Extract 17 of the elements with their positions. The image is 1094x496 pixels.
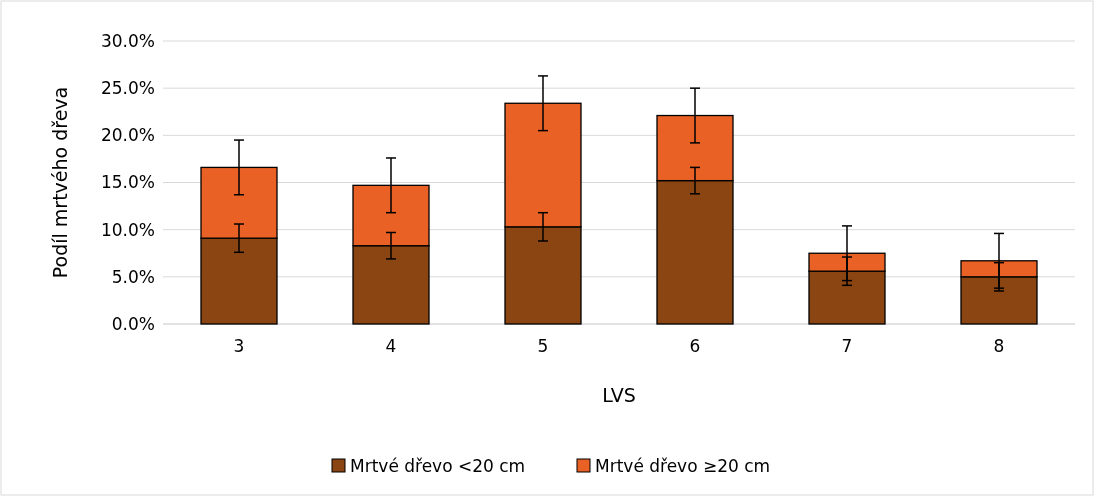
y-tick-label: 15.0% bbox=[100, 172, 155, 193]
y-axis-title: Podíl mrtvého dřeva bbox=[49, 86, 71, 279]
y-tick-label: 0.0% bbox=[111, 313, 155, 334]
legend-label: Mrtvé dřevo ≥20 cm bbox=[595, 455, 771, 476]
legend-label: Mrtvé dřevo <20 cm bbox=[350, 455, 526, 476]
x-tick-label: 8 bbox=[993, 336, 1005, 356]
x-tick-label: 4 bbox=[385, 336, 397, 356]
x-axis-title: LVS bbox=[602, 384, 636, 406]
y-tick-label: 5.0% bbox=[111, 266, 155, 287]
x-tick-label: 6 bbox=[689, 336, 701, 356]
y-tick-label: 30.0% bbox=[100, 30, 155, 51]
y-tick-label: 20.0% bbox=[100, 125, 155, 146]
x-tick-label: 3 bbox=[233, 336, 245, 356]
y-tick-label: 10.0% bbox=[100, 219, 155, 240]
x-tick-label: 5 bbox=[537, 336, 549, 356]
x-tick-label: 7 bbox=[841, 336, 853, 356]
y-tick-label: 25.0% bbox=[100, 78, 155, 99]
